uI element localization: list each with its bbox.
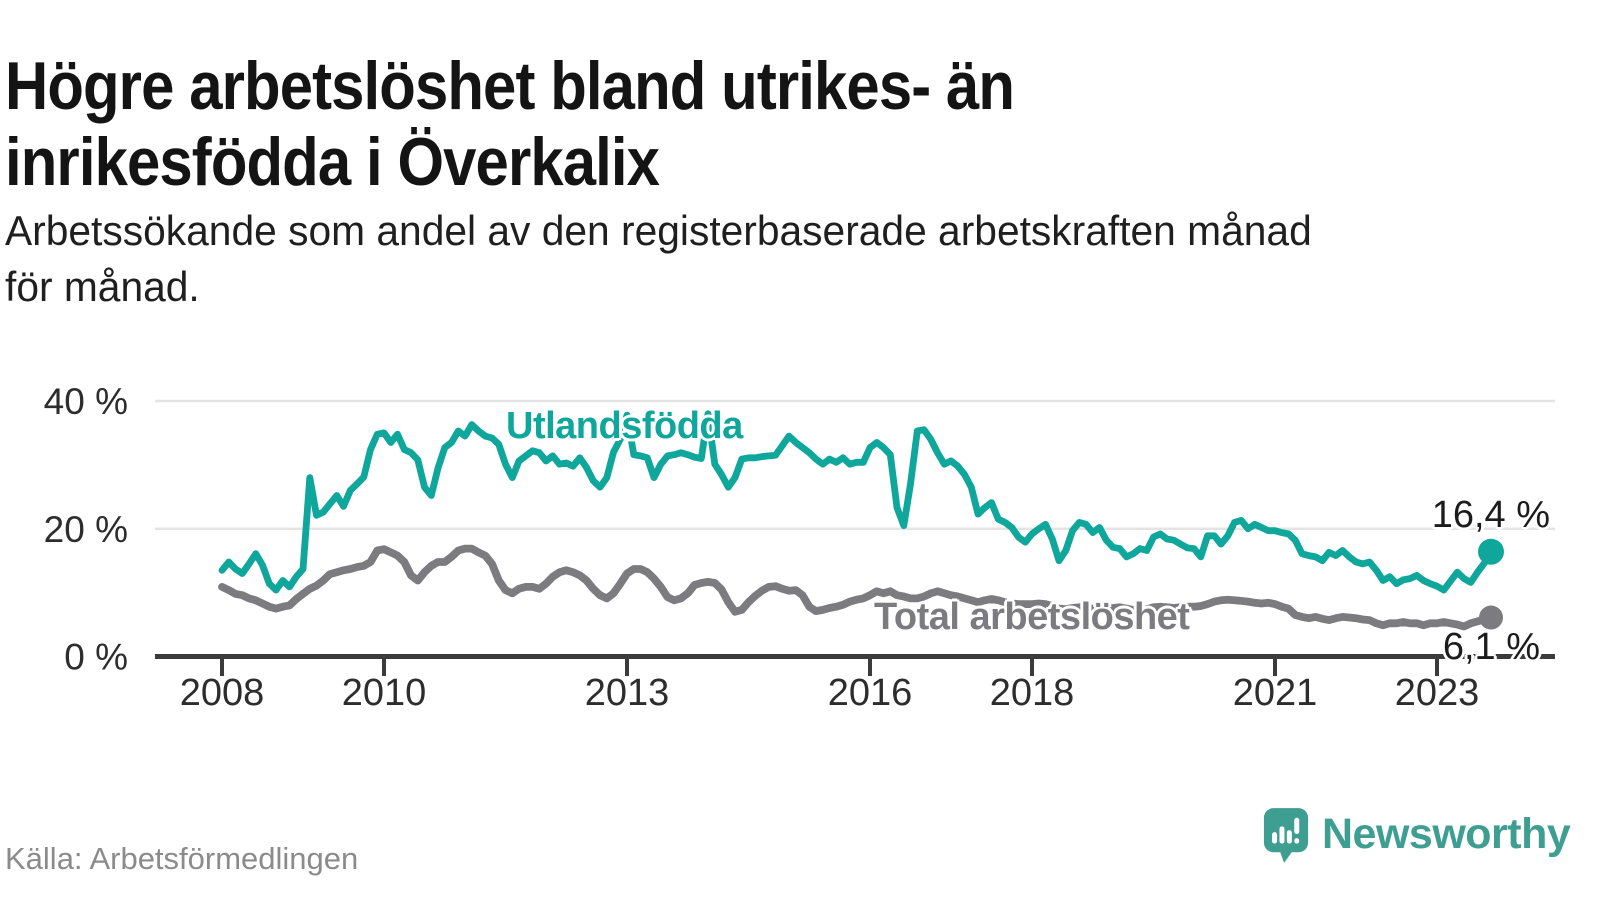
title-line-1: Högre arbetslöshet bland utrikes- än: [5, 47, 1015, 124]
end-value-utlandsfodda: 16,4 %: [1431, 494, 1550, 536]
newsworthy-wordmark: Newsworthy: [1322, 810, 1571, 858]
source-text: Källa: Arbetsförmedlingen: [5, 841, 359, 876]
svg-text:2023: 2023: [1395, 672, 1480, 714]
svg-text:2010: 2010: [342, 672, 427, 714]
svg-text:2008: 2008: [180, 672, 265, 714]
svg-text:20 %: 20 %: [44, 509, 128, 550]
series-label-total-arbetsloshet: Total arbetslöshet: [874, 596, 1190, 638]
svg-text:0 %: 0 %: [64, 637, 128, 678]
chart-subtitle: Arbetssökande som andel av den registerb…: [5, 203, 1312, 315]
svg-text:2016: 2016: [828, 672, 913, 714]
end-value-total-arbetsloshet: 6,1 %: [1442, 626, 1540, 668]
svg-text:2021: 2021: [1233, 672, 1318, 714]
newsworthy-icon: [1263, 808, 1309, 863]
page-title: Högre arbetslöshet bland utrikes- än inr…: [5, 47, 1015, 200]
newsworthy-logo: Newsworthy: [1262, 806, 1571, 864]
svg-text:40 %: 40 %: [44, 381, 128, 422]
svg-text:2013: 2013: [585, 672, 670, 714]
title-line-2: inrikesfödda i Överkalix: [5, 123, 660, 200]
svg-text:2018: 2018: [990, 672, 1075, 714]
subtitle-line-1: Arbetssökande som andel av den registerb…: [5, 207, 1312, 254]
series-label-utlandsfodda: Utlandsfödda: [506, 405, 743, 447]
subtitle-line-2: för månad.: [5, 263, 200, 310]
